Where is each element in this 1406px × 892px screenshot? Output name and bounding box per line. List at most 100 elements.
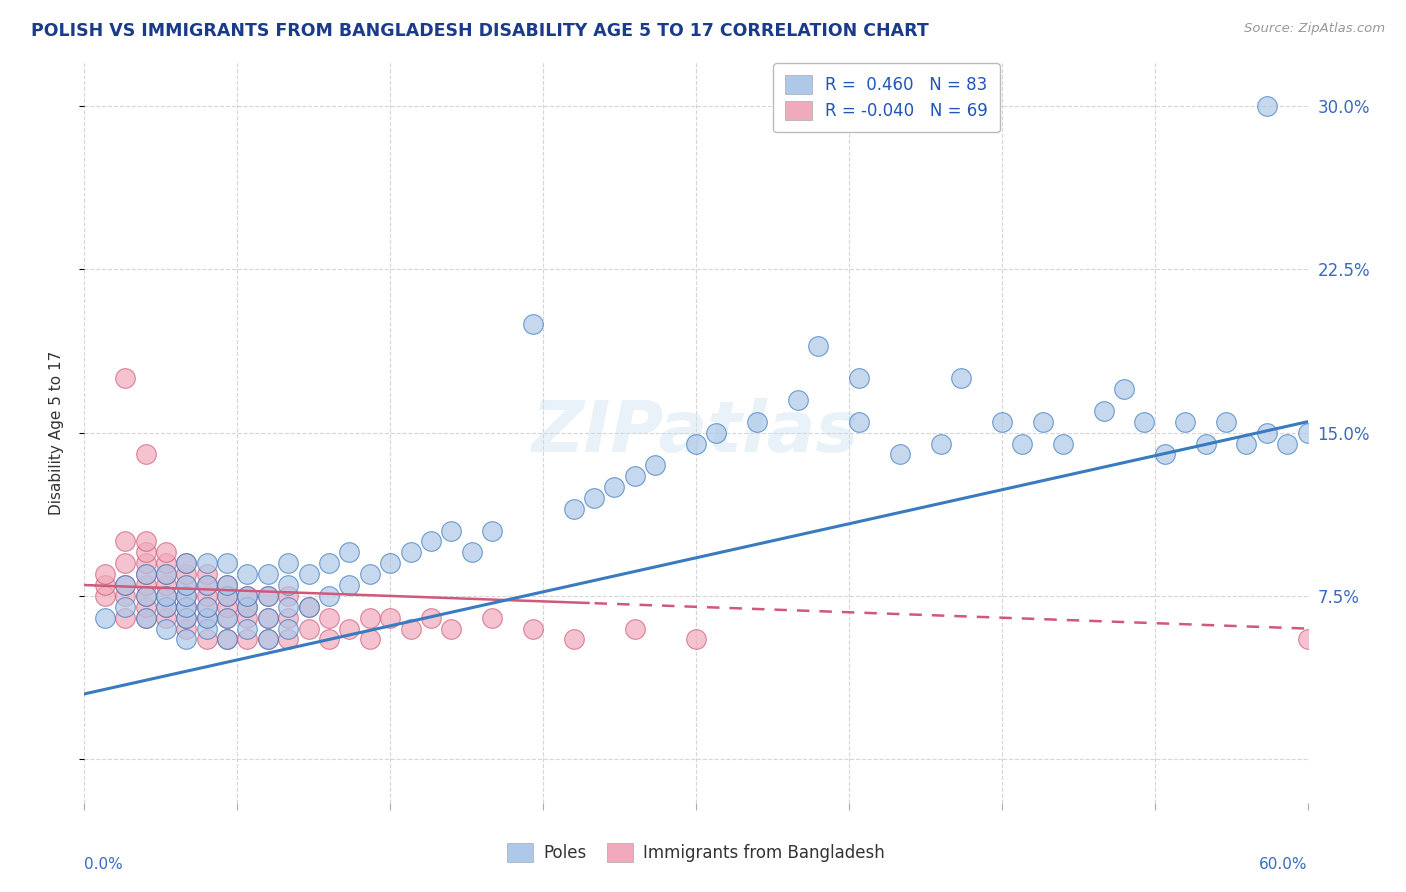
Point	[195, 611, 218, 625]
Point	[93, 567, 115, 582]
Point	[848, 371, 870, 385]
Point	[114, 599, 136, 614]
Point	[257, 611, 280, 625]
Text: 60.0%: 60.0%	[1260, 857, 1308, 872]
Point	[1296, 632, 1319, 647]
Point	[277, 589, 299, 603]
Point	[318, 589, 340, 603]
Point	[359, 567, 381, 582]
Legend: Poles, Immigrants from Bangladesh: Poles, Immigrants from Bangladesh	[501, 836, 891, 869]
Point	[217, 589, 239, 603]
Point	[217, 578, 239, 592]
Point	[155, 599, 177, 614]
Point	[481, 524, 503, 538]
Point	[135, 578, 157, 592]
Point	[195, 611, 218, 625]
Point	[217, 578, 239, 592]
Point	[1174, 415, 1197, 429]
Point	[1092, 404, 1115, 418]
Point	[217, 611, 239, 625]
Point	[257, 632, 280, 647]
Point	[135, 611, 157, 625]
Point	[135, 611, 157, 625]
Point	[747, 415, 769, 429]
Point	[114, 589, 136, 603]
Point	[1052, 436, 1074, 450]
Point	[217, 589, 239, 603]
Point	[889, 447, 911, 461]
Point	[257, 589, 280, 603]
Point	[298, 567, 321, 582]
Point	[155, 567, 177, 582]
Point	[848, 415, 870, 429]
Point	[298, 599, 321, 614]
Point	[155, 545, 177, 559]
Point	[1011, 436, 1033, 450]
Point	[217, 632, 239, 647]
Point	[236, 599, 259, 614]
Point	[277, 632, 299, 647]
Point	[1114, 382, 1136, 396]
Point	[155, 589, 177, 603]
Point	[318, 611, 340, 625]
Point	[257, 632, 280, 647]
Point	[359, 632, 381, 647]
Point	[236, 599, 259, 614]
Point	[93, 611, 115, 625]
Point	[522, 317, 544, 331]
Point	[174, 632, 197, 647]
Point	[135, 567, 157, 582]
Text: ZIPatlas: ZIPatlas	[533, 398, 859, 467]
Point	[174, 556, 197, 570]
Point	[603, 480, 626, 494]
Point	[174, 622, 197, 636]
Point	[339, 545, 361, 559]
Point	[217, 632, 239, 647]
Point	[195, 556, 218, 570]
Text: POLISH VS IMMIGRANTS FROM BANGLADESH DISABILITY AGE 5 TO 17 CORRELATION CHART: POLISH VS IMMIGRANTS FROM BANGLADESH DIS…	[31, 22, 929, 40]
Point	[155, 599, 177, 614]
Text: 0.0%: 0.0%	[84, 857, 124, 872]
Point	[318, 632, 340, 647]
Point	[195, 622, 218, 636]
Point	[174, 567, 197, 582]
Point	[114, 534, 136, 549]
Point	[991, 415, 1014, 429]
Point	[114, 611, 136, 625]
Point	[380, 611, 402, 625]
Point	[257, 567, 280, 582]
Point	[174, 589, 197, 603]
Point	[522, 622, 544, 636]
Point	[1296, 425, 1319, 440]
Point	[135, 556, 157, 570]
Point	[440, 622, 463, 636]
Point	[277, 611, 299, 625]
Point	[481, 611, 503, 625]
Point	[135, 534, 157, 549]
Point	[155, 611, 177, 625]
Point	[624, 469, 647, 483]
Point	[685, 632, 707, 647]
Point	[195, 589, 218, 603]
Point	[339, 578, 361, 592]
Point	[93, 578, 115, 592]
Point	[461, 545, 484, 559]
Point	[440, 524, 463, 538]
Point	[174, 611, 197, 625]
Point	[1277, 436, 1299, 450]
Point	[174, 611, 197, 625]
Point	[174, 599, 197, 614]
Point	[1032, 415, 1054, 429]
Point	[217, 556, 239, 570]
Point	[236, 567, 259, 582]
Point	[174, 599, 197, 614]
Point	[236, 622, 259, 636]
Point	[298, 599, 321, 614]
Point	[644, 458, 666, 473]
Point	[236, 589, 259, 603]
Point	[399, 545, 422, 559]
Point	[624, 622, 647, 636]
Point	[1154, 447, 1177, 461]
Point	[685, 436, 707, 450]
Point	[277, 599, 299, 614]
